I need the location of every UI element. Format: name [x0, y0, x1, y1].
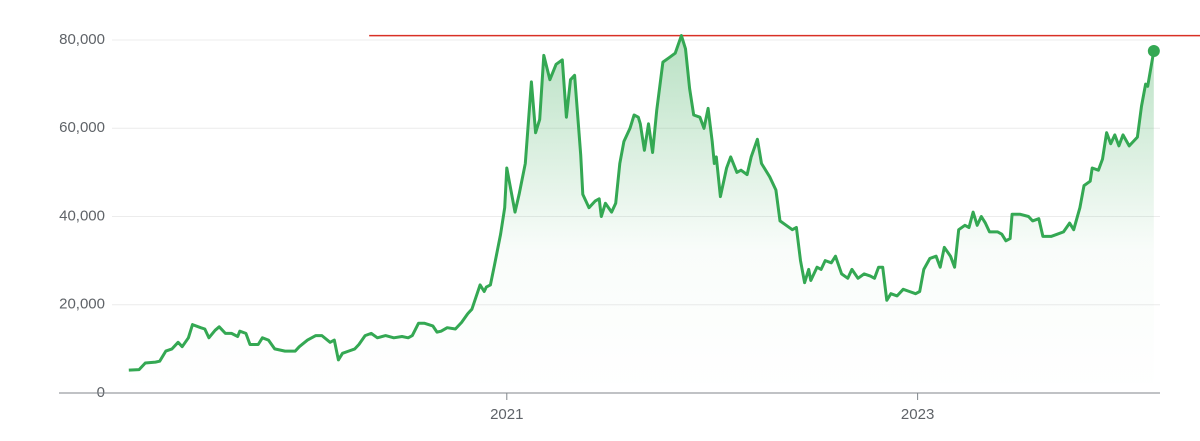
area-fill — [128, 35, 1154, 393]
x-tick-label: 2021 — [490, 406, 523, 423]
y-tick-label: 60,000 — [59, 119, 105, 136]
y-tick-label: 0 — [97, 384, 105, 401]
x-tick-label: 2023 — [901, 406, 934, 423]
y-tick-label: 80,000 — [59, 31, 105, 48]
last-point — [1147, 45, 1160, 58]
y-tick-label: 20,000 — [59, 296, 105, 313]
price-line — [128, 34, 1156, 372]
y-tick-label: 40,000 — [59, 207, 105, 224]
